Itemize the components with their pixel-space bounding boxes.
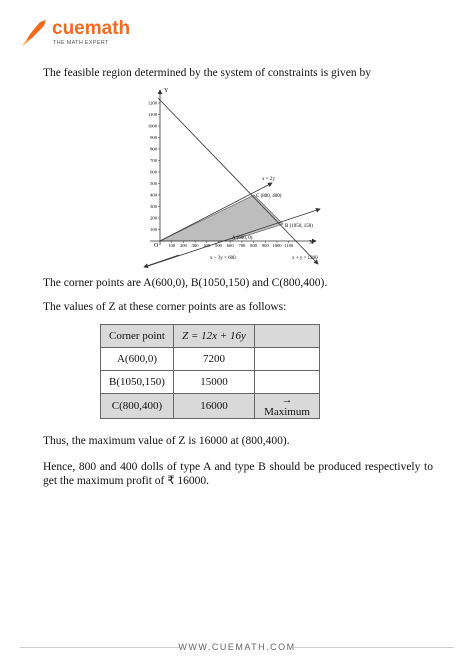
- line-x-3y: [144, 207, 321, 268]
- x-axis-label: X: [309, 240, 314, 246]
- x-tick-label: 800: [250, 243, 258, 248]
- point-label: B (1050, 150): [285, 224, 313, 229]
- brand: cuemath: [52, 18, 131, 39]
- y-tick-label: 200: [150, 216, 158, 221]
- cell: [254, 347, 320, 371]
- z-table: Corner point Z = 12x + 16y A(600,0) 7200 B…: [100, 324, 320, 419]
- x-tick-label: 1100: [284, 243, 294, 248]
- origin-label: O: [154, 243, 159, 249]
- cell: 7200: [173, 347, 255, 371]
- x-tick-label: 100: [168, 243, 176, 248]
- y-tick-label: 900: [150, 135, 158, 140]
- final: Hence, 800 and 400 dolls of type A and t…: [43, 461, 433, 487]
- y-tick-label: 700: [150, 158, 158, 163]
- z-text: The values of Z at these corner points a…: [43, 301, 287, 313]
- cell: [254, 370, 320, 394]
- line-label: x = 2y: [262, 177, 275, 182]
- line-x-2y: [159, 182, 273, 242]
- y-tick-label: 800: [150, 147, 158, 152]
- cell: 16000: [173, 393, 255, 419]
- point-label: C (800, 400): [256, 194, 282, 199]
- y-tick-label: 1200: [148, 101, 158, 106]
- intro: The feasible region determined by the sy…: [43, 67, 371, 79]
- line-x-plus-y: [157, 97, 319, 265]
- x-tick-label: 500: [215, 243, 223, 248]
- header-cell: Z = 12x + 16y: [173, 324, 255, 348]
- footer-rule: [20, 647, 180, 648]
- cell: 15000: [173, 370, 255, 394]
- x-tick-label: 300: [192, 243, 200, 248]
- footer: WWW.CUEMATH.COM: [178, 642, 296, 652]
- y-tick-label: 600: [150, 170, 158, 175]
- y-axis-label: Y: [164, 88, 169, 94]
- feasible-region: [159, 194, 284, 242]
- cell: B(1050,150): [100, 370, 174, 394]
- corner-text: The corner points are A(600,0), B(1050,1…: [43, 277, 328, 289]
- y-tick-label: 1100: [148, 112, 158, 117]
- x-tick-label: 1000: [272, 243, 282, 248]
- y-tick-label: 300: [150, 204, 158, 209]
- y-tick-label: 500: [150, 181, 158, 186]
- line-x-3y-arrow: [143, 254, 180, 268]
- cell: A(600,0): [100, 347, 174, 371]
- header-cell: Corner point: [100, 324, 174, 348]
- conclusion: Thus, the maximum value of Z is 16000 at…: [43, 435, 290, 447]
- tagline: THE MATH EXPERT: [53, 40, 109, 46]
- feasible-region-graph: Y X O A (600, 0) B (1050, 150) C (800, 4…: [143, 88, 321, 268]
- x-tick-label: 400: [203, 243, 211, 248]
- x-tick-label: 200: [180, 243, 188, 248]
- line-label: x + y = 1200: [292, 256, 318, 261]
- y-tick-label: 1000: [148, 124, 158, 129]
- footer-rule: [294, 647, 454, 648]
- header-cell: [254, 324, 320, 348]
- x-tick-label: 600: [227, 243, 235, 248]
- y-tick-label: 100: [150, 227, 158, 232]
- line-label: x − 3y = 600: [210, 256, 236, 261]
- point-label: A (600, 0): [232, 236, 253, 241]
- logo-icon: [22, 20, 46, 46]
- x-tick-label: 700: [238, 243, 246, 248]
- y-tick-label: 400: [150, 193, 158, 198]
- cell: → Maximum: [254, 393, 320, 419]
- cell: C(800,400): [100, 393, 174, 419]
- x-tick-label: 900: [262, 243, 270, 248]
